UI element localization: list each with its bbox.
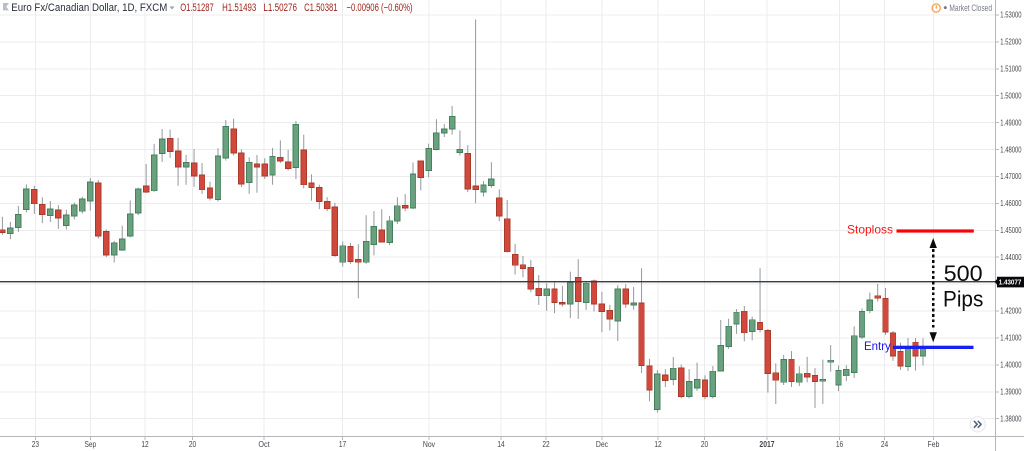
svg-text:1.50000: 1.50000 bbox=[1000, 91, 1022, 100]
svg-text:L1.50276: L1.50276 bbox=[263, 2, 297, 14]
svg-text:Entry: Entry bbox=[864, 339, 891, 353]
svg-text:Sep: Sep bbox=[84, 440, 96, 449]
svg-text:C1.50381: C1.50381 bbox=[304, 2, 338, 14]
svg-text:1.38000: 1.38000 bbox=[1000, 414, 1022, 423]
svg-text:Nov: Nov bbox=[423, 440, 436, 449]
svg-text:23: 23 bbox=[32, 440, 40, 449]
svg-text:Euro Fx/Canadian Dollar, 1D, F: Euro Fx/Canadian Dollar, 1D, FXCM bbox=[11, 2, 167, 14]
svg-text:500: 500 bbox=[944, 261, 983, 286]
svg-text:Stoploss: Stoploss bbox=[847, 222, 893, 236]
svg-text:Pips: Pips bbox=[943, 286, 983, 311]
svg-text:16: 16 bbox=[836, 440, 844, 449]
svg-text:1.52000: 1.52000 bbox=[1000, 38, 1022, 47]
svg-text:1.46000: 1.46000 bbox=[1000, 199, 1022, 208]
svg-text:1.47000: 1.47000 bbox=[1000, 172, 1022, 181]
svg-text:14: 14 bbox=[497, 440, 505, 449]
svg-text:1.45000: 1.45000 bbox=[1000, 226, 1022, 235]
svg-text:H1.51493: H1.51493 bbox=[222, 2, 256, 14]
svg-text:Dec: Dec bbox=[596, 440, 608, 449]
svg-text:20: 20 bbox=[701, 440, 709, 449]
svg-text:1.48000: 1.48000 bbox=[1000, 145, 1022, 154]
svg-text:1.53000: 1.53000 bbox=[1000, 11, 1022, 20]
svg-text:1.44000: 1.44000 bbox=[1000, 253, 1022, 262]
svg-text:12: 12 bbox=[654, 440, 662, 449]
svg-text:−0.00906 (−0.60%): −0.00906 (−0.60%) bbox=[347, 2, 413, 14]
svg-text:1.51000: 1.51000 bbox=[1000, 65, 1022, 74]
svg-text:20: 20 bbox=[189, 440, 197, 449]
svg-text:17: 17 bbox=[339, 440, 347, 449]
svg-text:1.42000: 1.42000 bbox=[1000, 307, 1022, 316]
svg-text:Oct: Oct bbox=[258, 440, 270, 449]
svg-text:24: 24 bbox=[881, 440, 889, 449]
svg-text:1.40000: 1.40000 bbox=[1000, 361, 1022, 370]
svg-text:1.43077: 1.43077 bbox=[999, 278, 1022, 287]
svg-text:1.49000: 1.49000 bbox=[1000, 118, 1022, 127]
svg-text:Feb: Feb bbox=[928, 440, 940, 449]
svg-text:O1.51287: O1.51287 bbox=[180, 2, 214, 14]
svg-text:2017: 2017 bbox=[759, 440, 775, 449]
svg-text:22: 22 bbox=[542, 440, 550, 449]
svg-text:1.41000: 1.41000 bbox=[1000, 334, 1022, 343]
svg-text:1.39000: 1.39000 bbox=[1000, 387, 1022, 396]
svg-text:Market Closed: Market Closed bbox=[949, 3, 992, 13]
svg-text:12: 12 bbox=[141, 440, 149, 449]
